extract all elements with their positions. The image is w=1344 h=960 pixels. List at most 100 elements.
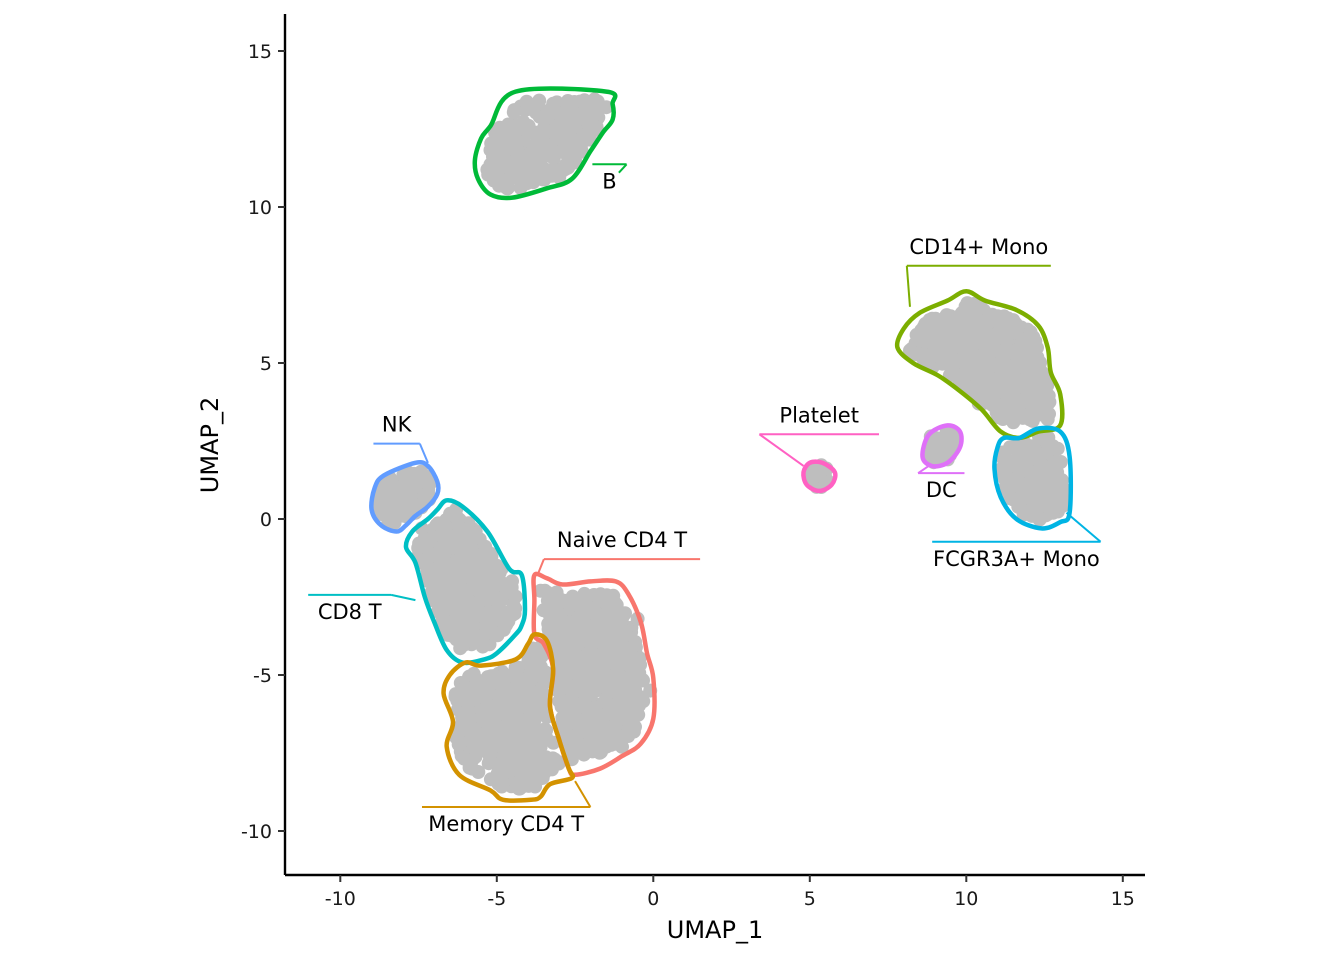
cell-point [508, 757, 523, 772]
x-tick-label: 15 [1111, 888, 1135, 910]
cell-point [903, 343, 917, 358]
cell-point [574, 715, 589, 730]
cell-point [585, 99, 600, 114]
label-group-fcgr3a-mono: FCGR3A+ Mono [932, 511, 1102, 571]
cell-point [474, 710, 489, 725]
cell-point [1008, 402, 1023, 417]
x-tick-label: -10 [325, 888, 356, 910]
cell-point [928, 338, 943, 353]
x-axis-ticks: -10 -5 0 5 10 15 [325, 875, 1135, 910]
label-group-b: B [592, 163, 628, 193]
hull-dc [920, 423, 964, 469]
cell-point [470, 558, 485, 573]
cell-point [1025, 508, 1039, 523]
cell-point [569, 663, 584, 678]
cell-point [965, 324, 980, 339]
cell-point [536, 699, 551, 714]
cell-point [505, 586, 520, 601]
hull-cd8-t [403, 497, 528, 666]
cell-point [505, 574, 519, 589]
cell-point [536, 122, 551, 136]
cell-point [1050, 465, 1065, 480]
points-fcgr3a-mono [994, 429, 1072, 527]
cell-point [477, 627, 492, 642]
cell-point [995, 381, 1010, 395]
cell-point [598, 693, 613, 708]
cell-point [506, 168, 521, 183]
cell-point [615, 739, 629, 754]
hull-nk [369, 459, 441, 534]
cell-point [972, 349, 987, 364]
cell-point [511, 777, 526, 792]
cell-point [612, 668, 627, 683]
cell-point [914, 323, 929, 338]
cell-point [1023, 378, 1038, 393]
cell-point [438, 519, 453, 534]
cell-point [1037, 372, 1052, 386]
cluster-label-fcgr3a-mono: FCGR3A+ Mono [933, 547, 1100, 571]
cell-point [599, 100, 614, 115]
cell-point [402, 477, 417, 492]
cell-point [568, 106, 582, 121]
cell-point [459, 704, 474, 719]
cell-point [459, 527, 473, 542]
cell-point [557, 593, 571, 608]
cell-point [494, 725, 509, 740]
cell-point [1003, 440, 1018, 455]
cell-point [485, 715, 500, 730]
cell-point [420, 471, 435, 486]
cluster-label-dc: DC [926, 478, 957, 502]
cell-point [479, 682, 494, 697]
label-leader-line [1065, 511, 1102, 543]
cell-point [527, 750, 542, 765]
cell-point [501, 180, 516, 195]
cell-point [420, 537, 435, 552]
cell-point [446, 615, 460, 629]
y-tick-label: 0 [260, 509, 272, 531]
cell-point [1021, 465, 1036, 480]
cell-point [433, 568, 448, 583]
cell-point [562, 678, 577, 693]
label-leader-line [536, 558, 545, 576]
cell-point [594, 589, 609, 604]
cell-point [510, 122, 525, 137]
cell-point [496, 131, 511, 146]
cell-point [588, 605, 603, 620]
cell-point [523, 666, 538, 680]
points-cd8-t [411, 502, 523, 656]
cell-point [924, 449, 939, 464]
label-leader-line [905, 265, 911, 307]
cell-point [555, 646, 570, 661]
cell-point [555, 699, 570, 714]
cell-point [420, 551, 435, 566]
label-leader-line [917, 465, 930, 474]
cell-point [489, 558, 504, 573]
cell-point [958, 334, 973, 349]
cell-point [557, 130, 572, 145]
cell-point [1009, 381, 1024, 395]
cell-point [533, 583, 548, 598]
cell-point [557, 117, 572, 132]
cell-point [552, 169, 567, 184]
cell-point [616, 642, 631, 657]
cell-point [455, 582, 470, 597]
cluster-labels-layer: B CD14+ Mono FCGR3A+ Mono DC Platelet NK CD8 T… [308, 163, 1102, 836]
cell-point [1023, 325, 1038, 339]
cell-point [1014, 442, 1029, 457]
cell-point [558, 659, 573, 674]
cell-point [507, 606, 522, 621]
points-layer [370, 92, 1072, 796]
cell-point [523, 707, 538, 722]
hull-fcgr3a-mono [992, 425, 1074, 531]
cell-point [578, 690, 593, 705]
cell-point [560, 157, 575, 172]
cell-point [946, 365, 961, 380]
cell-point [467, 581, 482, 595]
cell-point [1003, 480, 1018, 495]
cell-point [990, 309, 1005, 324]
cell-point [510, 709, 525, 724]
cell-point [434, 551, 449, 566]
cluster-label-platelet: Platelet [779, 403, 859, 427]
hull-platelet [801, 459, 838, 494]
cell-point [566, 635, 581, 650]
